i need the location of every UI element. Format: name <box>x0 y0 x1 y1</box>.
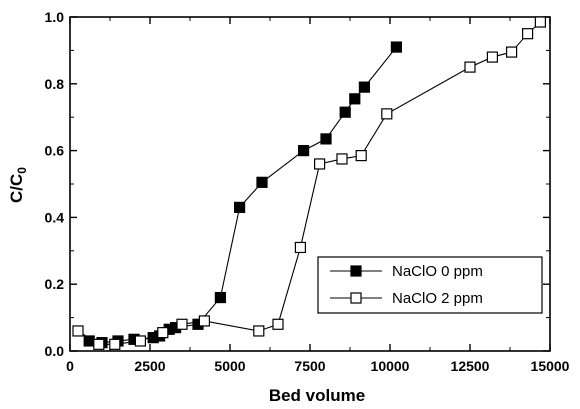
data-point <box>134 335 146 347</box>
data-point <box>93 338 105 350</box>
x-tick-label: 0 <box>66 358 74 374</box>
data-point <box>390 41 402 53</box>
data-point <box>72 325 84 337</box>
data-point <box>464 61 476 73</box>
data-point <box>253 325 265 337</box>
y-tick-label: 0.8 <box>45 76 65 92</box>
data-point <box>176 318 188 330</box>
data-point <box>272 318 284 330</box>
data-point <box>234 201 246 213</box>
legend: NaClO 0 ppm NaClO 2 ppm <box>317 256 543 314</box>
axes: 0 2500 5000 7500 10000 12500 15000 0.0 0.2 0.4 0.6… <box>45 9 570 374</box>
data-point <box>358 81 370 93</box>
data-point <box>198 315 210 327</box>
plot-area <box>72 16 547 350</box>
y-axis-title-main: C/C <box>7 174 26 203</box>
data-point <box>534 16 547 28</box>
y-axis-title: C/C0 <box>7 167 29 203</box>
data-point <box>109 338 121 350</box>
data-point <box>336 153 348 165</box>
y-axis-title-subscript: 0 <box>15 167 29 174</box>
legend-marker <box>350 265 362 277</box>
x-tick-label: 15000 <box>531 358 570 374</box>
legend-marker <box>350 292 362 304</box>
series-2 <box>72 16 547 350</box>
x-axis-title: Bed volume <box>269 386 365 405</box>
data-point <box>256 176 268 188</box>
data-point <box>298 145 310 157</box>
y-tick-label: 0.2 <box>45 276 65 292</box>
x-tick-label: 7500 <box>294 358 325 374</box>
data-point <box>355 150 367 162</box>
data-point <box>320 133 332 145</box>
x-tick-label: 10000 <box>371 358 410 374</box>
x-tick-label: 2500 <box>134 358 165 374</box>
data-point <box>486 51 498 63</box>
data-point <box>506 46 518 58</box>
legend-label: NaClO 2 ppm <box>392 290 483 307</box>
x-tick-label: 12500 <box>451 358 490 374</box>
x-tick-label: 5000 <box>214 358 245 374</box>
data-point <box>349 93 361 105</box>
legend-label: NaClO 0 ppm <box>392 263 483 280</box>
y-tick-label: 0.0 <box>45 343 65 359</box>
data-point <box>294 241 306 254</box>
data-point <box>214 291 226 304</box>
data-point <box>339 106 351 118</box>
data-point <box>157 327 169 339</box>
y-tick-label: 0.4 <box>45 209 65 225</box>
y-tick-label: 0.6 <box>45 143 65 159</box>
y-tick-label: 1.0 <box>45 9 65 25</box>
data-point <box>521 28 534 40</box>
data-point <box>314 158 326 170</box>
data-point <box>381 108 393 120</box>
